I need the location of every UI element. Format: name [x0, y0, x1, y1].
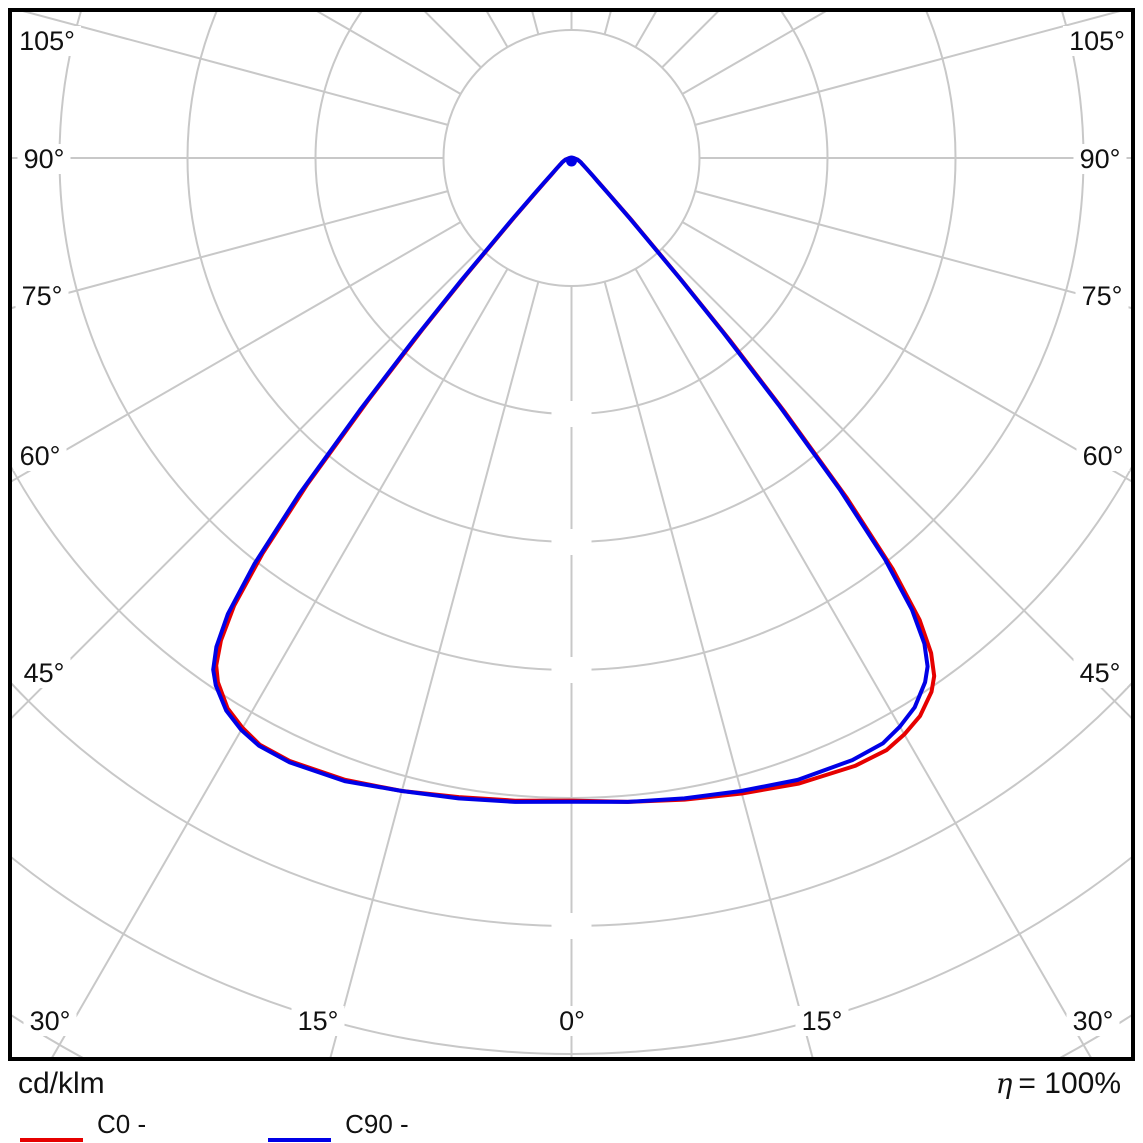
radial-tick-box — [551, 657, 592, 683]
angle-label: 60° — [1083, 441, 1124, 471]
grid-ray — [603, 12, 612, 35]
angle-labels: 105° 90° 75° 60° 45° 105° 90° 75° 60° 45° 30° 15° 0°… — [13, 26, 1131, 1036]
angle-label-bg — [1073, 144, 1127, 174]
angle-label-bg — [1075, 281, 1129, 311]
angle-label: 45° — [24, 658, 65, 688]
eta-symbol: η — [995, 1067, 1013, 1100]
center-dot — [566, 155, 577, 167]
angle-label: 45° — [1080, 658, 1121, 688]
legend-label-c90-c270: C90 - C270 — [345, 1109, 409, 1143]
radial-tick-box — [551, 401, 592, 427]
angle-label: 60° — [20, 441, 61, 471]
legend-swatch-1 — [268, 1138, 332, 1142]
grid-ray — [681, 221, 1131, 483]
grid-ray — [22, 12, 449, 126]
angle-label-bg — [23, 1006, 77, 1036]
angle-label: 15° — [298, 1006, 339, 1036]
angle-label-bg — [13, 26, 81, 56]
grid-ray — [12, 190, 449, 309]
angle-label-bg — [1076, 441, 1130, 471]
efficiency-label: η = 100% — [996, 1067, 1121, 1101]
angle-label: 105° — [1069, 26, 1125, 56]
angle-label: 30° — [30, 1006, 71, 1036]
angle-label: 75° — [1082, 281, 1123, 311]
angle-label-bg — [1063, 26, 1131, 56]
angle-label-bg — [553, 1006, 591, 1036]
legend: C0 - C180 C90 - C270 — [8, 1103, 472, 1143]
grid-ray — [661, 247, 1131, 719]
angle-label-bg — [291, 1006, 345, 1036]
footer-row: cd/klm η = 100% — [0, 1061, 1143, 1101]
angle-label-bg — [795, 1006, 849, 1036]
angle-label: 90° — [24, 144, 65, 174]
angle-label: 30° — [1073, 1006, 1114, 1036]
angle-label-bg — [13, 441, 67, 471]
grid-ray — [12, 221, 462, 483]
grid-ray — [329, 281, 540, 1057]
series-curve-1 — [211, 156, 930, 804]
angle-label: 15° — [802, 1006, 843, 1036]
angle-label: 105° — [19, 26, 75, 56]
angle-label-bg — [17, 144, 71, 174]
angle-label-bg — [1073, 658, 1127, 688]
grid-ray — [12, 247, 482, 719]
angle-label-bg — [17, 658, 71, 688]
legend-swatch-0 — [20, 1138, 83, 1142]
series-curve-0 — [214, 156, 937, 804]
units-label: cd/klm — [18, 1067, 105, 1100]
angle-label: 0° — [559, 1006, 585, 1036]
grid-ray — [603, 281, 814, 1057]
radial-tick-box — [551, 913, 592, 939]
grid-ray — [634, 268, 1092, 1057]
grid-ray — [531, 12, 540, 35]
angle-label-bg — [1066, 1006, 1120, 1036]
angle-label-bg — [15, 281, 69, 311]
efficiency-value: = 100% — [1018, 1067, 1121, 1100]
footer: cd/klm η= 100% C0 - C180 C90 - C270 — [0, 1061, 1143, 1143]
radial-tick-box — [551, 529, 592, 555]
angle-label: 90° — [1080, 144, 1121, 174]
grid-ray — [694, 12, 1121, 126]
legend-label-c0-c180: C0 - C180 — [97, 1109, 159, 1143]
series-curves — [211, 156, 937, 804]
grid-ray — [51, 268, 509, 1057]
plot-border — [8, 8, 1135, 1061]
grid-ray — [694, 190, 1131, 309]
angle-label: 75° — [22, 281, 63, 311]
